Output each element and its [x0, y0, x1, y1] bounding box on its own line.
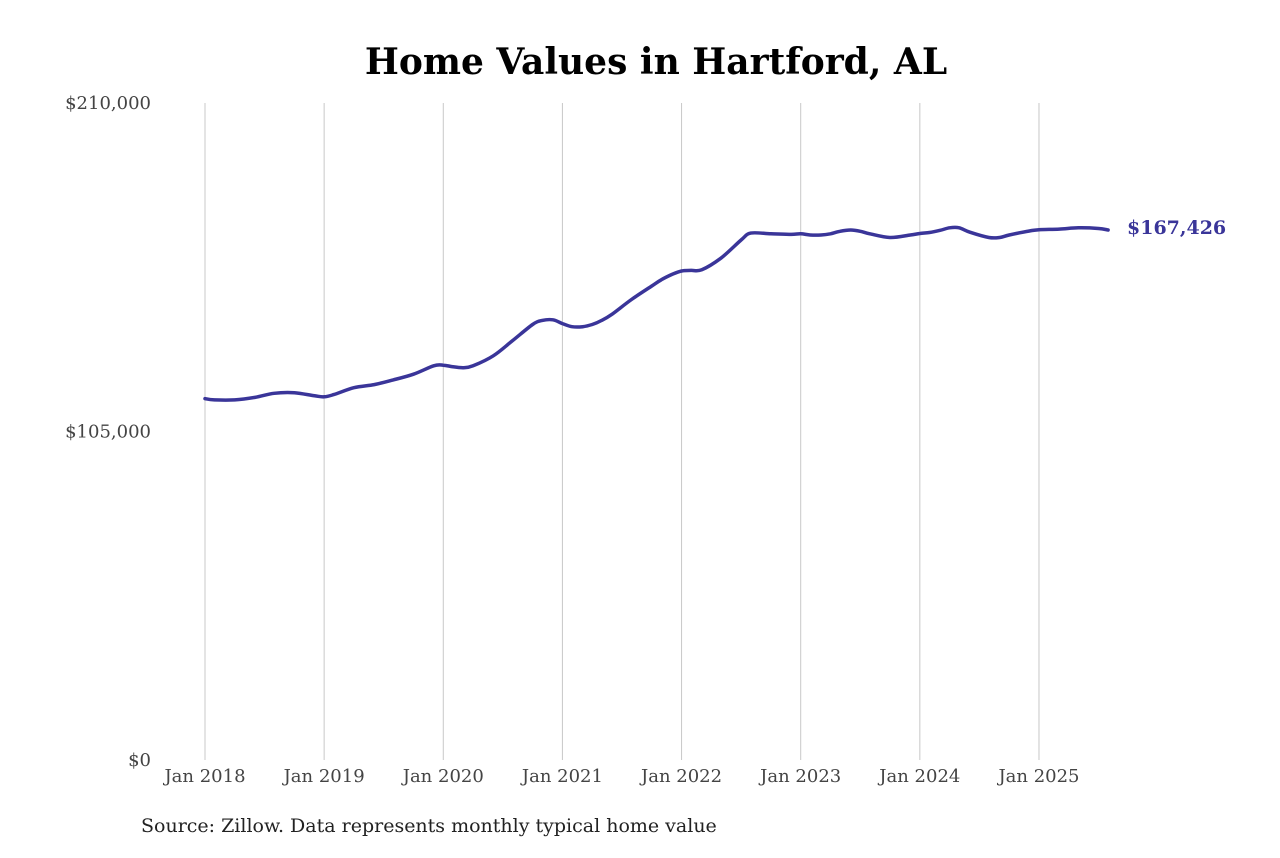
y-tick-label: $105,000: [65, 422, 151, 443]
x-tick-label: Jan 2025: [996, 766, 1079, 787]
source-note: Source: Zillow. Data represents monthly …: [141, 815, 717, 837]
y-tick-label: $0: [128, 750, 151, 771]
x-tick-label: Jan 2022: [639, 766, 722, 787]
gridlines: [204, 103, 1040, 760]
series-group: [203, 225, 1110, 402]
x-tick-label: Jan 2019: [282, 766, 365, 787]
latest-value-label: $167,426: [1127, 217, 1226, 239]
x-tick-label: Jan 2020: [401, 766, 484, 787]
y-axis-ticks: $0 $105,000 $210,000: [65, 93, 151, 771]
y-tick-label: $210,000: [65, 93, 151, 114]
x-tick-label: Jan 2023: [758, 766, 841, 787]
chart-title: Home Values in Hartford, AL: [365, 41, 947, 83]
x-tick-label: Jan 2018: [162, 766, 245, 787]
x-tick-label: Jan 2024: [877, 766, 960, 787]
series-line: [203, 225, 1110, 402]
x-axis-ticks: Jan 2018 Jan 2019 Jan 2020 Jan 2021 Jan 2022…: [162, 766, 1079, 787]
x-tick-label: Jan 2021: [520, 766, 603, 787]
